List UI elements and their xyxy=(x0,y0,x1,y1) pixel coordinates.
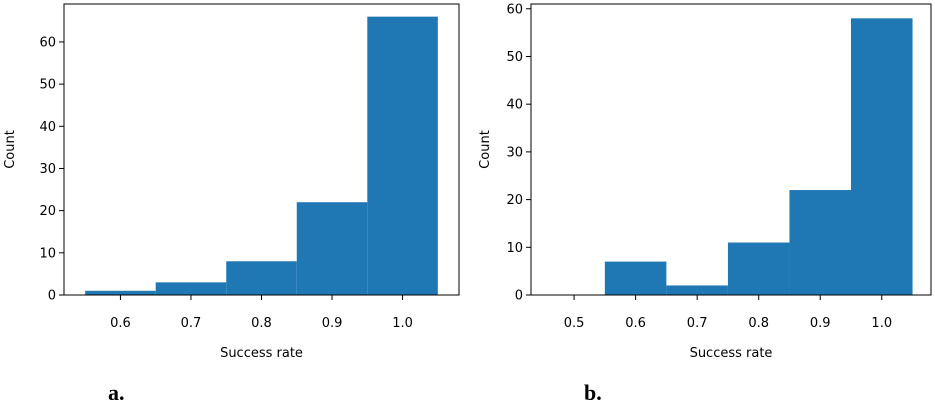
xtick-label-b-0: 0.5 xyxy=(564,316,585,331)
ytick-label-b-2: 20 xyxy=(506,193,523,208)
bar-a-4 xyxy=(367,16,438,296)
ytick-label-b-3: 30 xyxy=(506,145,523,160)
xtick-label-b-5: 1.0 xyxy=(871,316,892,331)
y-axis-title-a: Count xyxy=(3,130,18,169)
bar-b-0 xyxy=(604,261,667,295)
panel-label-b: b. xyxy=(584,380,602,405)
ytick-label-b-6: 60 xyxy=(506,2,523,17)
bar-a-2 xyxy=(226,261,297,295)
ytick-label-a-3: 30 xyxy=(39,162,56,177)
xtick-label-a-4: 1.0 xyxy=(392,316,413,331)
bar-b-1 xyxy=(666,285,728,295)
xtick-label-a-1: 0.7 xyxy=(181,316,202,331)
xtick-label-b-4: 0.9 xyxy=(810,316,831,331)
y-axis-title-b: Count xyxy=(478,130,493,169)
xtick-label-a-0: 0.6 xyxy=(110,316,131,331)
xtick-label-b-3: 0.8 xyxy=(748,316,769,331)
x-axis-title-b: Success rate xyxy=(690,346,773,361)
ytick-label-a-1: 10 xyxy=(39,246,56,261)
bar-a-0 xyxy=(85,290,156,295)
bar-a-1 xyxy=(155,282,227,295)
bar-b-4 xyxy=(851,18,913,296)
ytick-label-b-5: 50 xyxy=(506,50,523,65)
bar-a-3 xyxy=(296,202,368,295)
ytick-label-b-1: 10 xyxy=(506,241,523,256)
xtick-label-a-3: 0.9 xyxy=(322,316,343,331)
ytick-label-a-2: 20 xyxy=(39,204,56,219)
panel-label-a: a. xyxy=(108,380,125,405)
plot-frame-b xyxy=(530,3,932,296)
ytick-label-b-0: 0 xyxy=(515,289,523,304)
ytick-label-a-6: 60 xyxy=(39,35,56,50)
x-axis-title-a: Success rate xyxy=(220,346,303,361)
ytick-label-a-0: 0 xyxy=(48,289,56,304)
bar-b-3 xyxy=(789,190,851,295)
xtick-label-a-2: 0.8 xyxy=(251,316,272,331)
bar-b-2 xyxy=(727,242,790,295)
ytick-label-a-5: 50 xyxy=(39,78,56,93)
ytick-label-a-4: 40 xyxy=(39,120,56,135)
xtick-label-b-2: 0.7 xyxy=(687,316,708,331)
ytick-label-b-4: 40 xyxy=(506,98,523,113)
xtick-label-b-1: 0.6 xyxy=(625,316,646,331)
